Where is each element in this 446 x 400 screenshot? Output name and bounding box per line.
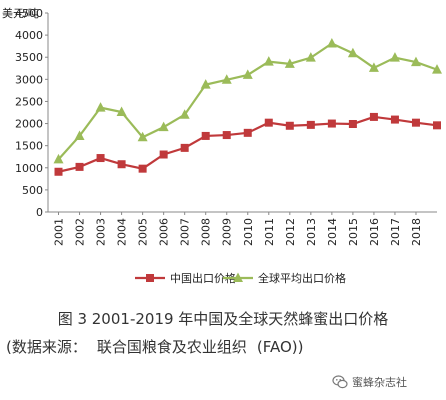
series-1 — [54, 112, 441, 176]
data-point — [306, 120, 315, 129]
x-tick-label: 2004 — [116, 218, 129, 246]
y-tick-label: 0 — [36, 206, 43, 219]
data-point — [348, 119, 357, 128]
legend-item-2: 全球平均出口价格 — [223, 271, 346, 285]
legend-label: 中国出口价格 — [170, 271, 236, 285]
y-tick-label: 1500 — [15, 140, 43, 153]
figure-caption: 图 3 2001-2019 年中国及全球天然蜂蜜出口价格 — [57, 310, 389, 328]
x-tick-label: 2012 — [284, 218, 297, 246]
x-tick-label: 2002 — [74, 218, 87, 246]
legend-swatch-marker — [146, 274, 154, 282]
source-organization: 联合国粮食及农业组织 — [96, 338, 247, 356]
x-tick-label: 2003 — [95, 218, 108, 246]
data-point — [284, 58, 295, 68]
series-line — [58, 115, 438, 173]
x-tick-label: 2015 — [347, 218, 360, 246]
honey-export-price-chart: 美元/吨 0 500 1000 1500 2000 2500 3000 3500 4000 450… — [2, 7, 442, 285]
legend-swatch-marker — [233, 272, 243, 282]
watermark-text: 蜜蜂杂志社 — [352, 376, 407, 389]
wechat-icon — [332, 375, 348, 389]
x-tick-label: 2005 — [137, 218, 150, 246]
data-point — [96, 154, 105, 163]
watermark: 蜜蜂杂志社 — [332, 374, 407, 390]
data-point — [369, 112, 378, 121]
x-tick-label: 2011 — [263, 218, 276, 246]
data-point — [411, 118, 420, 127]
data-point — [326, 38, 337, 48]
series-line — [57, 42, 438, 161]
y-tick-labels: 0 500 1000 1500 2000 2500 3000 3500 4000 4500 — [15, 7, 48, 219]
data-point — [368, 62, 379, 72]
data-point — [200, 79, 211, 89]
source-suffix: (FAO)) — [256, 338, 304, 356]
data-point — [327, 119, 336, 128]
data-point — [180, 143, 189, 152]
data-point — [137, 131, 148, 142]
y-axis-label: 美元/吨 — [2, 7, 39, 20]
data-point — [201, 131, 210, 140]
x-tick-label: 2001 — [53, 218, 66, 246]
data-point — [116, 106, 127, 117]
x-tick-label: 2007 — [179, 218, 192, 246]
data-point — [285, 121, 294, 130]
data-point — [347, 47, 358, 58]
data-point — [410, 56, 421, 67]
data-point — [222, 131, 231, 140]
source-prefix: (数据来源： — [6, 338, 87, 356]
x-tick-label: 2018 — [410, 218, 423, 246]
x-tick-label: 2013 — [305, 218, 318, 246]
data-point — [54, 167, 63, 176]
y-tick-label: 4500 — [15, 7, 43, 20]
legend: 中国出口价格 全球平均出口价格 — [135, 271, 346, 285]
data-point — [138, 164, 147, 173]
data-point — [221, 74, 232, 84]
legend-label: 全球平均出口价格 — [258, 271, 346, 285]
series-lines — [53, 38, 442, 176]
data-point — [75, 162, 84, 171]
data-point — [390, 115, 399, 124]
data-point — [432, 64, 442, 74]
x-tick-label: 2016 — [368, 218, 381, 246]
y-tick-label: 3500 — [15, 51, 43, 64]
data-point — [243, 128, 252, 137]
x-tick-label: 2014 — [326, 218, 339, 246]
data-point — [95, 102, 106, 112]
data-point — [263, 56, 274, 66]
x-tick-label: 2009 — [221, 218, 234, 246]
data-point — [179, 109, 190, 119]
legend-item-1: 中国出口价格 — [135, 271, 236, 285]
y-tick-label: 500 — [22, 184, 43, 197]
series-2 — [53, 38, 442, 164]
figure-source-note: (数据来源： 联合国粮食及农业组织 (FAO)) — [6, 336, 446, 357]
data-point — [264, 118, 273, 127]
data-point — [389, 52, 400, 62]
y-tick-label: 1000 — [15, 162, 43, 175]
data-point — [117, 160, 126, 169]
data-point — [159, 150, 168, 159]
x-tick-label: 2006 — [158, 218, 171, 246]
axes — [47, 13, 437, 213]
y-tick-label: 2000 — [15, 118, 43, 131]
y-tick-label: 4000 — [15, 29, 43, 42]
data-point — [74, 130, 85, 140]
x-tick-labels: 2001 2002 2003 2004 2005 2006 2007 2008 2009 2010… — [53, 212, 423, 246]
data-point — [158, 121, 169, 132]
y-tick-label: 2500 — [15, 95, 43, 108]
data-point — [305, 52, 316, 62]
data-point — [53, 153, 64, 164]
x-tick-label: 2008 — [200, 218, 213, 246]
x-tick-label: 2017 — [389, 218, 402, 246]
y-tick-label: 3000 — [15, 73, 43, 86]
data-point — [242, 69, 253, 79]
data-point — [433, 121, 441, 130]
x-tick-label: 2010 — [242, 218, 255, 246]
